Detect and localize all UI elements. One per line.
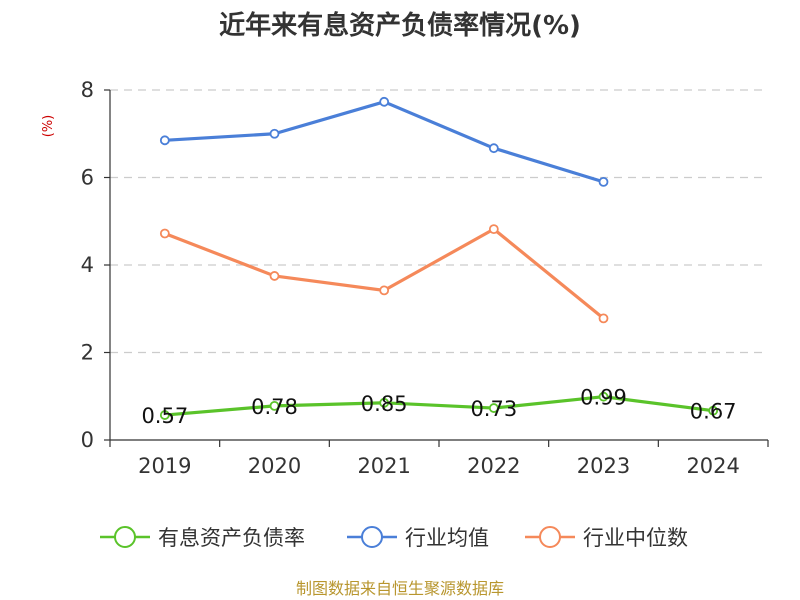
data-label: 0.57 [141, 404, 188, 428]
series-line [163, 100, 606, 184]
data-point [159, 410, 170, 420]
data-label: 0.73 [470, 397, 517, 421]
data-point [269, 400, 280, 411]
data-label: 0.78 [251, 395, 298, 419]
data-point [269, 128, 280, 139]
series-line [163, 227, 606, 320]
data-point [488, 224, 499, 235]
data-point [708, 405, 719, 416]
legend-label: 行业均值 [405, 526, 489, 550]
data-point [379, 96, 390, 107]
y-tick-label: 6 [81, 166, 94, 190]
legend-marker [114, 526, 136, 548]
x-tick-label: 2022 [467, 454, 520, 478]
data-point [159, 135, 170, 146]
axes: 0 2 4 6 8 2019 2020 2021 2022 2023 2024 [81, 78, 769, 478]
data-point [488, 143, 499, 154]
data-point [598, 391, 609, 402]
series-line [163, 395, 715, 417]
legend-label: 有息资产负债率 [158, 526, 305, 550]
grid-lines [110, 89, 768, 354]
data-point [269, 271, 280, 281]
data-point [379, 285, 390, 296]
data-labels: 0.57 0.78 0.85 0.73 0.99 0.67 [141, 386, 736, 428]
x-tick-label: 2024 [686, 454, 739, 478]
legend-label: 行业中位数 [583, 526, 688, 550]
legend-marker [361, 526, 383, 548]
data-label: 0.99 [580, 386, 627, 410]
x-tick-label: 2020 [248, 454, 301, 478]
data-point [159, 228, 170, 239]
source-note: 制图数据来自恒生聚源数据库 [296, 579, 504, 598]
data-point [598, 313, 609, 324]
data-label: 0.67 [690, 400, 737, 424]
y-tick-label: 4 [81, 253, 94, 277]
x-tick-label: 2021 [357, 454, 410, 478]
y-tick-label: 8 [81, 78, 94, 102]
series-group [159, 96, 719, 420]
data-label: 0.85 [361, 392, 408, 416]
x-tick-label: 2019 [138, 454, 191, 478]
y-tick-label: 0 [81, 428, 94, 452]
x-tick-label: 2023 [577, 454, 630, 478]
legend: 有息资产负债率 行业均值 行业中位数 [100, 526, 688, 550]
data-point [379, 397, 390, 408]
data-point [488, 403, 499, 413]
legend-marker [539, 526, 561, 548]
data-point [598, 176, 609, 187]
chart-title: 近年来有息资产负债率情况(%) [219, 10, 581, 41]
y-tick-label: 2 [81, 341, 94, 365]
y-axis-label: (%) [41, 115, 56, 138]
